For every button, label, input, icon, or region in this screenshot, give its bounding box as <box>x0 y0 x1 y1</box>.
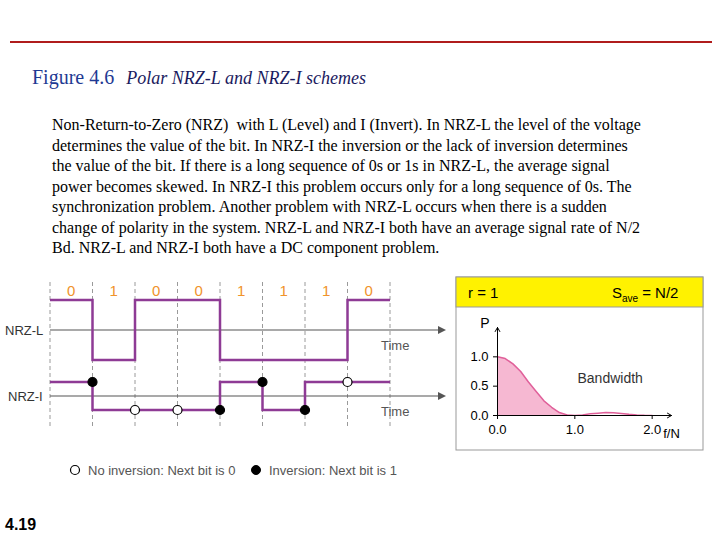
svg-text:0.5: 0.5 <box>470 378 488 393</box>
svg-text:0: 0 <box>152 282 160 299</box>
svg-text:Time: Time <box>381 338 409 353</box>
svg-text:0: 0 <box>67 282 75 299</box>
svg-text:Inversion: Next bit is 1: Inversion: Next bit is 1 <box>269 463 397 478</box>
svg-text:Figure 4.6Polar NRZ-L and NRZ-: Figure 4.6Polar NRZ-L and NRZ-I schemes <box>32 66 366 89</box>
svg-text:1.0: 1.0 <box>566 422 584 437</box>
svg-text:determines the value of the bi: determines the value of the bit. In NRZ-… <box>52 137 628 154</box>
svg-text:Time: Time <box>381 404 409 419</box>
svg-text:power becomes skewed. In NRZ-I: power becomes skewed. In NRZ-I this prob… <box>52 178 632 196</box>
svg-text:0: 0 <box>195 282 203 299</box>
svg-text:the value of the bit. If there: the value of the bit. If there is a long… <box>52 157 610 175</box>
svg-text:NRZ-L: NRZ-L <box>5 323 43 338</box>
svg-text:1: 1 <box>237 282 245 299</box>
svg-text:Bandwidth: Bandwidth <box>578 370 643 386</box>
svg-text:P: P <box>480 315 489 331</box>
svg-text:4.19: 4.19 <box>5 516 36 533</box>
svg-text:Save= N/2: Save= N/2 <box>612 284 678 304</box>
svg-text:r = 1: r = 1 <box>468 284 498 301</box>
svg-text:0.0: 0.0 <box>470 408 488 423</box>
svg-text:1: 1 <box>280 282 288 299</box>
svg-text:No inversion: Next bit is 0: No inversion: Next bit is 0 <box>88 463 235 478</box>
svg-text:NRZ-I: NRZ-I <box>8 389 43 404</box>
svg-text:1: 1 <box>322 282 330 299</box>
svg-text:0.0: 0.0 <box>488 422 506 437</box>
svg-text:synchronization problem. Anoth: synchronization problem. Another problem… <box>52 198 607 216</box>
svg-text:f/N: f/N <box>663 426 680 441</box>
svg-text:1: 1 <box>110 282 118 299</box>
svg-text:Non-Return-to-Zero (NRZ) with: Non-Return-to-Zero (NRZ) with L (Level) … <box>52 116 641 134</box>
svg-text:2.0: 2.0 <box>643 422 661 437</box>
svg-text:Bd. NRZ-L and NRZ-I both have: Bd. NRZ-L and NRZ-I both have a DC compo… <box>52 239 439 257</box>
svg-text:change of polarity in the syst: change of polarity in the system. NRZ-L … <box>52 219 640 237</box>
svg-text:1.0: 1.0 <box>470 349 488 364</box>
svg-text:0: 0 <box>365 282 373 299</box>
